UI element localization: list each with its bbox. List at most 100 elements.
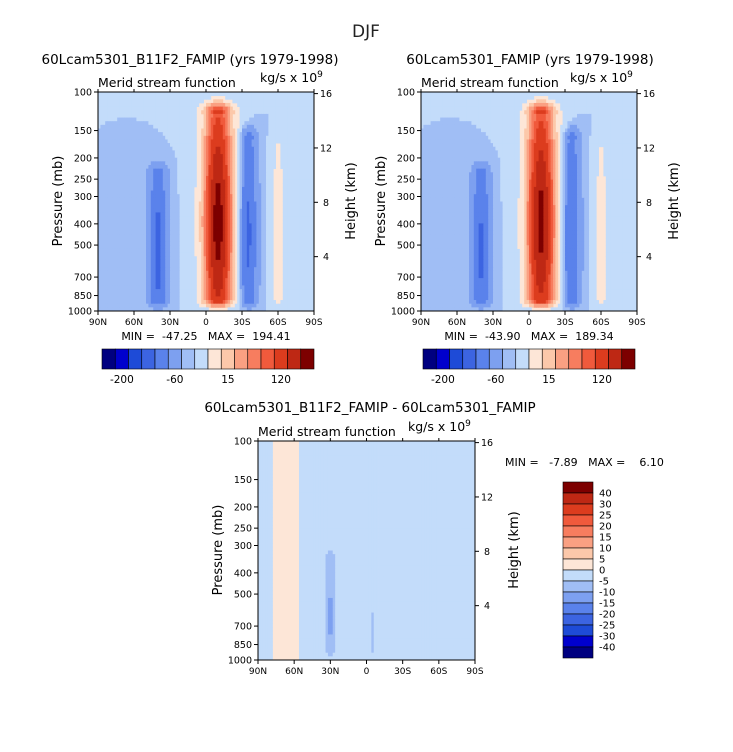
field-cell (179, 296, 183, 301)
field-cell (299, 179, 303, 184)
field-cell (215, 219, 219, 224)
field-cell (299, 172, 303, 177)
field-cell (170, 135, 173, 140)
field-cell (131, 278, 135, 283)
field-cell (184, 270, 188, 275)
field-cell (160, 245, 164, 250)
field-cell (112, 230, 116, 235)
field-cell (107, 110, 111, 115)
field-cell (270, 186, 274, 191)
field-cell (107, 281, 111, 286)
field-cell (134, 245, 137, 250)
field-cell (134, 270, 137, 275)
field-cell (278, 121, 281, 126)
field-cell (210, 110, 214, 115)
field-cell (107, 99, 111, 104)
field-cell (218, 296, 221, 301)
field-cell (172, 183, 176, 188)
field-cell (174, 241, 178, 246)
field-cell (282, 165, 286, 170)
field-cell (117, 197, 120, 202)
field-cell (246, 143, 250, 148)
field-cell (251, 128, 255, 133)
field-cell (100, 186, 104, 191)
field-cell (119, 154, 123, 159)
field-cell (98, 278, 101, 283)
field-cell (119, 172, 123, 177)
field-cell (309, 197, 312, 202)
field-cell (172, 150, 176, 155)
field-cell (242, 289, 245, 294)
field-cell (258, 106, 262, 111)
field-cell (119, 99, 123, 104)
field-cell (136, 179, 140, 184)
field-cell (105, 219, 108, 224)
field-cell (105, 106, 108, 111)
field-cell (213, 161, 216, 166)
field-cell (131, 165, 135, 170)
field-cell (98, 132, 101, 137)
field-cell (270, 212, 274, 217)
field-cell (129, 154, 132, 159)
field-cell (302, 190, 305, 195)
field-cell (213, 186, 216, 191)
field-cell (160, 201, 164, 206)
field-cell (203, 248, 207, 253)
field-cell (172, 124, 176, 129)
field-cell (311, 146, 315, 151)
field-cell (160, 307, 164, 312)
field-cell (215, 132, 219, 137)
field-cell (201, 186, 204, 191)
field-cell (191, 179, 195, 184)
field-cell (160, 256, 164, 261)
field-cell (107, 252, 111, 257)
field-cell (189, 259, 192, 264)
field-cell (309, 270, 312, 275)
field-cell (110, 128, 113, 133)
field-cell (208, 175, 212, 180)
field-cell (162, 175, 166, 180)
field-cell (292, 132, 296, 137)
field-cell (194, 303, 197, 308)
field-cell (254, 234, 257, 239)
field-cell (153, 124, 156, 129)
field-cell (179, 121, 183, 126)
field-cell (254, 259, 257, 264)
field-cell (167, 285, 171, 290)
field-cell (230, 150, 233, 155)
field-cell (256, 172, 260, 177)
field-cell (114, 106, 118, 111)
field-cell (263, 212, 267, 217)
field-cell (184, 259, 188, 264)
field-cell (254, 143, 257, 148)
field-cell (222, 263, 226, 268)
field-cell (201, 270, 204, 275)
field-cell (131, 259, 135, 264)
field-cell (222, 219, 226, 224)
field-cell (184, 212, 188, 217)
field-cell (167, 146, 171, 151)
field-cell (177, 303, 180, 308)
field-cell (292, 168, 296, 173)
field-cell (280, 128, 284, 133)
field-cell (210, 106, 214, 111)
field-cell (184, 303, 188, 308)
field-cell (256, 143, 260, 148)
field-cell (194, 263, 197, 268)
field-cell (230, 139, 233, 144)
field-cell (112, 128, 116, 133)
field-cell (179, 263, 183, 268)
field-cell (117, 281, 120, 286)
field-cell (153, 216, 156, 221)
field-cell (249, 179, 252, 184)
field-cell (304, 168, 308, 173)
field-cell (143, 172, 147, 177)
field-cell (263, 102, 267, 107)
field-cell (100, 172, 104, 177)
field-cell (153, 267, 156, 272)
field-cell (126, 194, 130, 199)
field-cell (246, 139, 250, 144)
field-cell (189, 201, 192, 206)
field-cell (309, 292, 312, 297)
field-cell (268, 179, 272, 184)
